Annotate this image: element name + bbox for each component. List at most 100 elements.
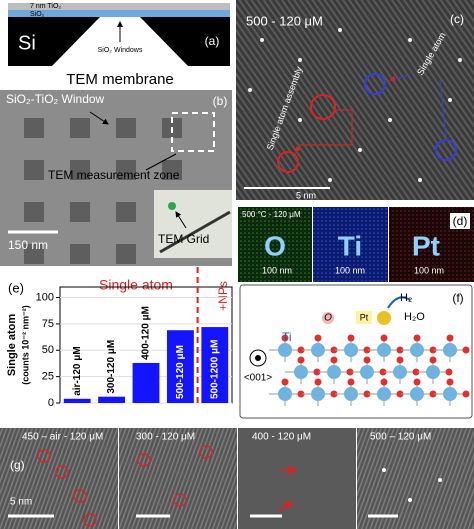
ti-atom (344, 387, 358, 401)
panel-e: (e) Single atom (counts 10⁻² nm⁻²) Singl… (6, 267, 233, 409)
o-atom (330, 346, 338, 354)
atom-spot (298, 118, 302, 122)
o-atom (396, 390, 404, 398)
window (162, 160, 182, 180)
ti-atom (443, 387, 457, 401)
hrtem-image (357, 428, 474, 529)
o-atom (380, 334, 388, 342)
marker-circle (37, 449, 51, 463)
o-atom (379, 368, 387, 376)
image-title: 300 - 120 μM (136, 432, 195, 443)
o-atom (297, 346, 305, 354)
annotation: +NPs (216, 281, 230, 311)
pt-label: Pt (360, 312, 369, 322)
o-atom (380, 378, 388, 386)
atom-spot (338, 28, 342, 32)
ti-label: Ti (282, 330, 292, 344)
ti-atom (278, 387, 292, 401)
title: 500 - 120 μM (246, 13, 323, 28)
title: 500 °C - 120 μM (242, 210, 301, 219)
atom-spot (358, 148, 362, 152)
marker-circle (310, 94, 336, 120)
arrow (387, 296, 411, 309)
arrow (175, 211, 187, 229)
y-tick-label: 50 (42, 344, 54, 356)
atom-spot (438, 478, 442, 482)
arrow (89, 111, 109, 125)
marker-circle (137, 453, 151, 467)
zone-text: TEM measurement zone (48, 168, 180, 182)
scale-label: 5 nm (296, 190, 316, 200)
y-tick-label: 0 (48, 397, 54, 409)
marker-circle (55, 465, 69, 479)
scale-label: 100 nm (262, 265, 292, 275)
pt-box (356, 311, 372, 324)
o-atom (347, 378, 355, 386)
marker-circle (364, 73, 386, 95)
ti-atom (327, 365, 341, 379)
o-atom (347, 334, 355, 342)
ti-atom (344, 343, 358, 357)
ti-atom (426, 365, 440, 379)
image-title: 500 – 120 μM (370, 432, 431, 443)
ti-atom (311, 387, 325, 401)
image-title: 400 - 120 μM (252, 432, 311, 443)
sio2-label: SiO₂ (30, 11, 45, 18)
tweezers (159, 210, 231, 254)
marker-circle (435, 139, 457, 161)
element-label: O (264, 230, 286, 261)
o-atom (462, 346, 470, 354)
o-atom (446, 334, 454, 342)
marker-circle (83, 513, 97, 527)
marker-circle (73, 489, 87, 503)
o-atom (297, 356, 305, 364)
hrtem-image (238, 428, 356, 529)
panel-d: 500 °C - 120 μM O Ti Pt 100 nm 100 nm 10… (238, 207, 474, 282)
atom-spot (298, 58, 302, 62)
hrtem-image (0, 428, 118, 529)
arrow (145, 153, 177, 171)
eds-map (313, 207, 388, 282)
element-label: Ti (338, 230, 362, 261)
window (24, 118, 44, 138)
panel-c: 500 - 120 μM (c) Single atom Single atom… (236, 0, 474, 200)
window (70, 118, 90, 138)
o-atom (445, 368, 453, 376)
atom-spot (248, 88, 252, 92)
o-atom (297, 390, 305, 398)
si-substrate (140, 17, 230, 66)
panel-label: (c) (450, 12, 464, 26)
panel-label: (a) (205, 34, 220, 48)
hrtem-image (236, 0, 474, 200)
grid-label: TEM Grid (158, 232, 209, 246)
panel-label: (b) (213, 94, 228, 108)
element-label: Pt (412, 230, 440, 261)
marker-circle (277, 151, 299, 173)
panel-b: SiO₂-TiO₂ Window (b) TEM measurement zon… (0, 90, 232, 266)
o-atom (413, 334, 421, 342)
measurement-box (171, 112, 215, 152)
y-tick-label: 75 (42, 318, 54, 330)
panel-label: (d) (453, 214, 468, 228)
ti-atom (311, 343, 325, 357)
atom-spot (408, 38, 412, 42)
o-atom (429, 390, 437, 398)
zone-label: TEM measurement zone (48, 168, 180, 182)
o-atom (396, 346, 404, 354)
pt-atom (377, 311, 391, 325)
panel-f: <001> Ti O Pt H₂ H₂O (f) (239, 284, 473, 419)
atom-spot (418, 178, 422, 182)
ti-atom (410, 343, 424, 357)
o-atom (281, 334, 289, 342)
arrow (295, 109, 353, 153)
y-tick-label: 25 (42, 371, 54, 383)
o-atom (429, 346, 437, 354)
image-title: 450 – air - 120 μM (22, 432, 103, 443)
atom-spot (408, 498, 412, 502)
bar (201, 327, 229, 403)
marker-circle (199, 445, 213, 459)
o-atom (314, 334, 322, 342)
ti-atom (393, 365, 407, 379)
o-atom (330, 356, 338, 364)
o-atom (314, 378, 322, 386)
